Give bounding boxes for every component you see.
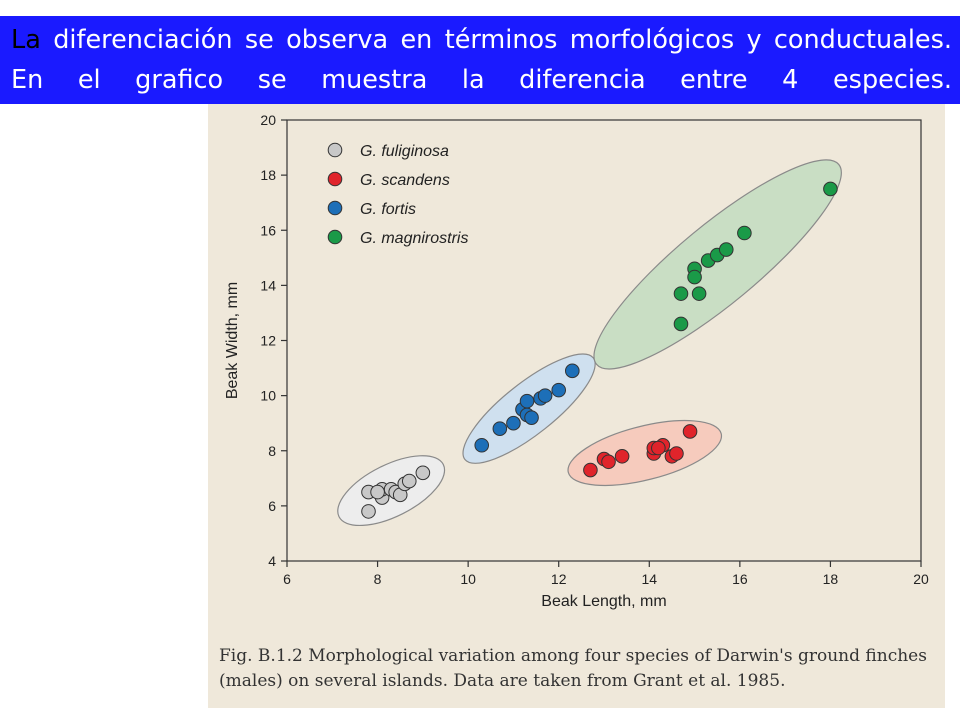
slide-text: La diferenciación se observa en términos… <box>11 20 952 100</box>
data-point-series-2 <box>492 421 508 437</box>
data-point-series-1 <box>669 446 684 461</box>
y-tick-label: 6 <box>268 498 276 514</box>
data-point-series-3 <box>718 242 734 257</box>
data-point-series-2 <box>524 410 539 425</box>
y-axis-label: Beak Width, mm <box>224 282 241 399</box>
data-point-series-0 <box>415 465 431 481</box>
x-tick-label: 6 <box>283 571 291 587</box>
data-point-series-0 <box>401 473 417 489</box>
legend-label-3: G. magnirostris <box>360 230 468 247</box>
data-point-series-2 <box>519 393 535 409</box>
series-ellipse-3 <box>593 159 842 370</box>
slide-text-first-word: La <box>11 25 41 55</box>
legend-marker-2 <box>327 200 343 216</box>
data-point-series-3 <box>687 269 702 285</box>
legend-label-2: G. fortis <box>360 201 416 218</box>
y-tick-label: 8 <box>268 443 276 459</box>
data-point-series-1 <box>601 454 616 470</box>
x-tick-label: 10 <box>460 571 476 587</box>
legend-marker-3 <box>327 229 343 245</box>
legend-marker-0 <box>327 142 343 158</box>
y-tick-label: 20 <box>260 112 276 128</box>
x-axis-label: Beak Length, mm <box>541 593 666 610</box>
data-point-series-2 <box>537 388 553 403</box>
figure-panel: 6 8 10 12 14 16 18 20 4 6 8 10 12 14 16 18 20 Beak Length… <box>208 104 945 708</box>
data-point-series-0 <box>361 504 376 519</box>
x-tick-label: 18 <box>823 571 839 587</box>
data-point-series-1 <box>651 440 666 456</box>
x-tick-label: 8 <box>374 571 382 587</box>
data-point-series-1 <box>583 462 598 478</box>
series-ellipse-1 <box>567 419 723 487</box>
data-point-series-3 <box>691 286 707 301</box>
data-point-series-2 <box>551 382 567 398</box>
legend-marker-1 <box>327 171 343 187</box>
x-tick-label: 14 <box>641 571 657 587</box>
x-tick-label: 20 <box>913 571 929 587</box>
y-tick-label: 18 <box>260 167 276 183</box>
slide-text-body: diferenciación se observa en términos mo… <box>11 25 953 95</box>
x-tick-label: 12 <box>551 571 567 587</box>
data-point-series-0 <box>370 484 385 500</box>
figure-caption: Fig. B.1.2 Morphological variation among… <box>219 646 927 691</box>
x-tick-label: 16 <box>732 571 748 587</box>
y-tick-label: 4 <box>268 553 276 569</box>
y-tick-label: 14 <box>260 277 276 293</box>
data-point-series-3 <box>673 286 689 301</box>
slide-header <box>0 16 960 104</box>
data-point-series-3 <box>737 225 752 241</box>
data-point-series-1 <box>682 424 698 439</box>
legend-label-1: G. scandens <box>360 172 450 189</box>
data-point-series-3 <box>673 316 689 332</box>
legend-label-0: G. fuliginosa <box>360 143 449 160</box>
data-point-series-2 <box>474 437 490 453</box>
y-tick-label: 16 <box>260 222 276 238</box>
y-tick-label: 12 <box>260 333 276 349</box>
data-point-series-2 <box>506 415 521 431</box>
data-point-series-2 <box>565 363 580 379</box>
y-tick-label: 10 <box>260 388 276 404</box>
data-point-series-3 <box>823 181 838 197</box>
data-point-series-1 <box>614 448 630 464</box>
